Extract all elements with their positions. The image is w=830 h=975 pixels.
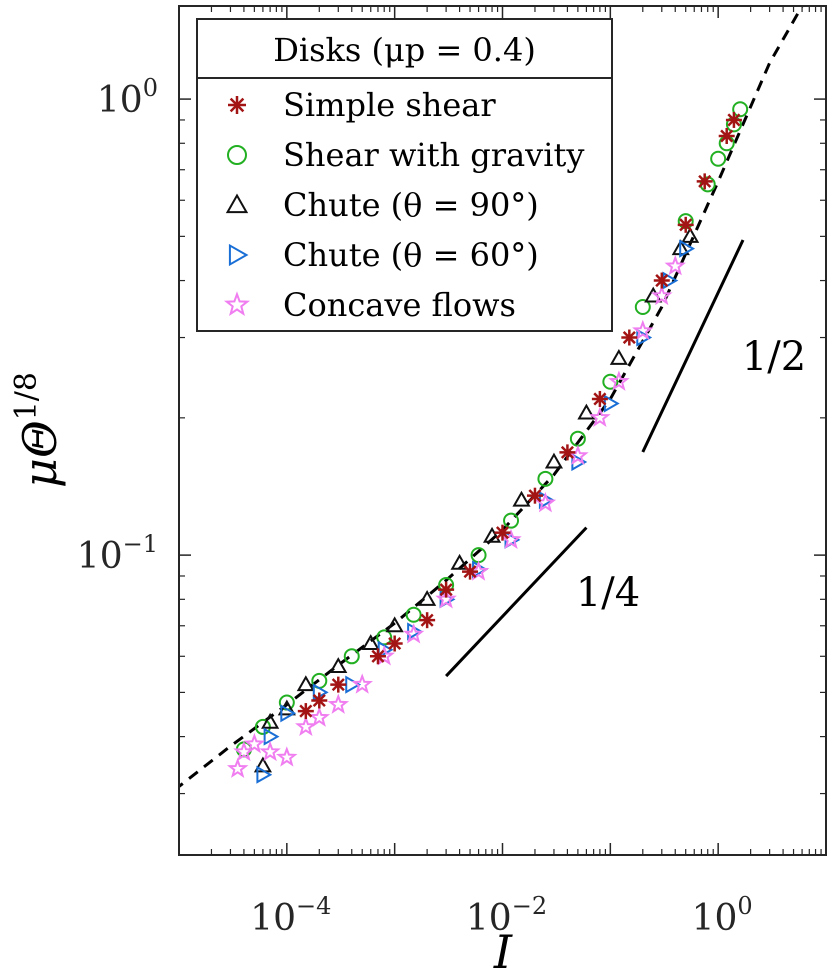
data-point bbox=[450, 553, 469, 570]
data-point bbox=[710, 150, 727, 167]
data-point bbox=[438, 581, 455, 598]
data-point bbox=[369, 648, 386, 665]
legend-marker-2 bbox=[227, 145, 247, 165]
data-point bbox=[696, 173, 713, 190]
legend-marker-1 bbox=[228, 96, 246, 114]
x-tick-label: 100 bbox=[692, 892, 753, 939]
series-chute-90 bbox=[253, 227, 700, 773]
data-point bbox=[435, 587, 457, 609]
data-point bbox=[512, 490, 531, 507]
data-point bbox=[718, 127, 735, 144]
data-point bbox=[329, 657, 348, 673]
data-point bbox=[327, 693, 350, 714]
data-point bbox=[732, 101, 749, 118]
series-simple-shear bbox=[297, 111, 742, 720]
slope-layer: 1/4 1/2 bbox=[445, 239, 806, 678]
data-point bbox=[226, 757, 249, 778]
data-point bbox=[351, 673, 373, 694]
data-point bbox=[664, 254, 686, 276]
legend: Disks (μp = 0.4) Simple shear Shear with g… bbox=[196, 18, 613, 332]
slope-label-2: 1/2 bbox=[742, 334, 806, 380]
legend-label-5: Concave flows bbox=[283, 286, 516, 324]
series-layer bbox=[226, 101, 749, 784]
data-point bbox=[609, 349, 628, 365]
data-point bbox=[544, 452, 564, 469]
data-point bbox=[559, 444, 576, 461]
y-axis-label: μΘ1/8 bbox=[9, 372, 67, 488]
legend-label-2: Shear with gravity bbox=[283, 136, 584, 174]
data-point bbox=[243, 732, 266, 754]
y-tick-label: 100 bbox=[97, 74, 158, 121]
data-point bbox=[297, 703, 314, 720]
x-tick-label: 10−2 bbox=[466, 892, 547, 939]
data-point bbox=[503, 512, 520, 529]
data-point bbox=[577, 403, 596, 420]
data-point bbox=[725, 111, 742, 128]
data-point bbox=[419, 612, 436, 629]
data-point bbox=[679, 239, 696, 258]
data-point bbox=[589, 406, 611, 427]
data-point bbox=[482, 526, 502, 543]
slope-line-1 bbox=[445, 526, 588, 678]
data-point bbox=[261, 712, 280, 729]
legend-label-1: Simple shear bbox=[283, 86, 496, 124]
legend-label-3: Chute (θ = 90°) bbox=[283, 186, 539, 224]
legend-marker-5 bbox=[223, 291, 251, 317]
legend-title: Disks (μp = 0.4) bbox=[273, 31, 536, 69]
data-point bbox=[259, 740, 281, 762]
data-point bbox=[263, 727, 280, 746]
data-point bbox=[376, 629, 393, 646]
data-point bbox=[462, 563, 479, 580]
legend-marker-3 bbox=[225, 193, 249, 214]
data-point bbox=[681, 227, 700, 243]
data-point bbox=[526, 487, 543, 504]
data-point bbox=[280, 704, 297, 723]
y-tick-label: 10−1 bbox=[77, 530, 158, 577]
legend-box bbox=[196, 18, 613, 332]
data-point bbox=[386, 635, 403, 652]
data-point bbox=[602, 373, 619, 390]
data-point bbox=[591, 390, 608, 407]
data-point bbox=[296, 675, 315, 692]
data-point bbox=[418, 589, 437, 606]
data-point bbox=[256, 765, 273, 784]
data-point bbox=[295, 715, 317, 737]
data-point bbox=[330, 676, 347, 693]
data-point bbox=[402, 623, 425, 644]
data-point bbox=[677, 216, 694, 233]
data-point bbox=[361, 634, 380, 651]
data-point bbox=[500, 528, 522, 550]
data-point bbox=[343, 648, 360, 665]
data-point bbox=[651, 284, 673, 306]
x-tick-label: 10−4 bbox=[250, 892, 331, 939]
data-point bbox=[634, 299, 651, 316]
data-point bbox=[308, 706, 331, 727]
legend-marker-4 bbox=[228, 243, 249, 267]
x-axis-label: I bbox=[493, 925, 513, 975]
data-point bbox=[608, 370, 630, 391]
data-point bbox=[405, 606, 422, 623]
data-point bbox=[632, 319, 654, 341]
data-point bbox=[537, 470, 554, 487]
data-point bbox=[311, 692, 328, 709]
data-point bbox=[385, 616, 404, 633]
data-point bbox=[621, 329, 638, 346]
data-point bbox=[276, 746, 298, 767]
slope-label-1: 1/4 bbox=[576, 570, 640, 616]
data-point bbox=[653, 272, 670, 289]
legend-label-4: Chute (θ = 60°) bbox=[283, 236, 539, 274]
data-point bbox=[494, 524, 511, 541]
slope-line-2 bbox=[641, 239, 745, 453]
